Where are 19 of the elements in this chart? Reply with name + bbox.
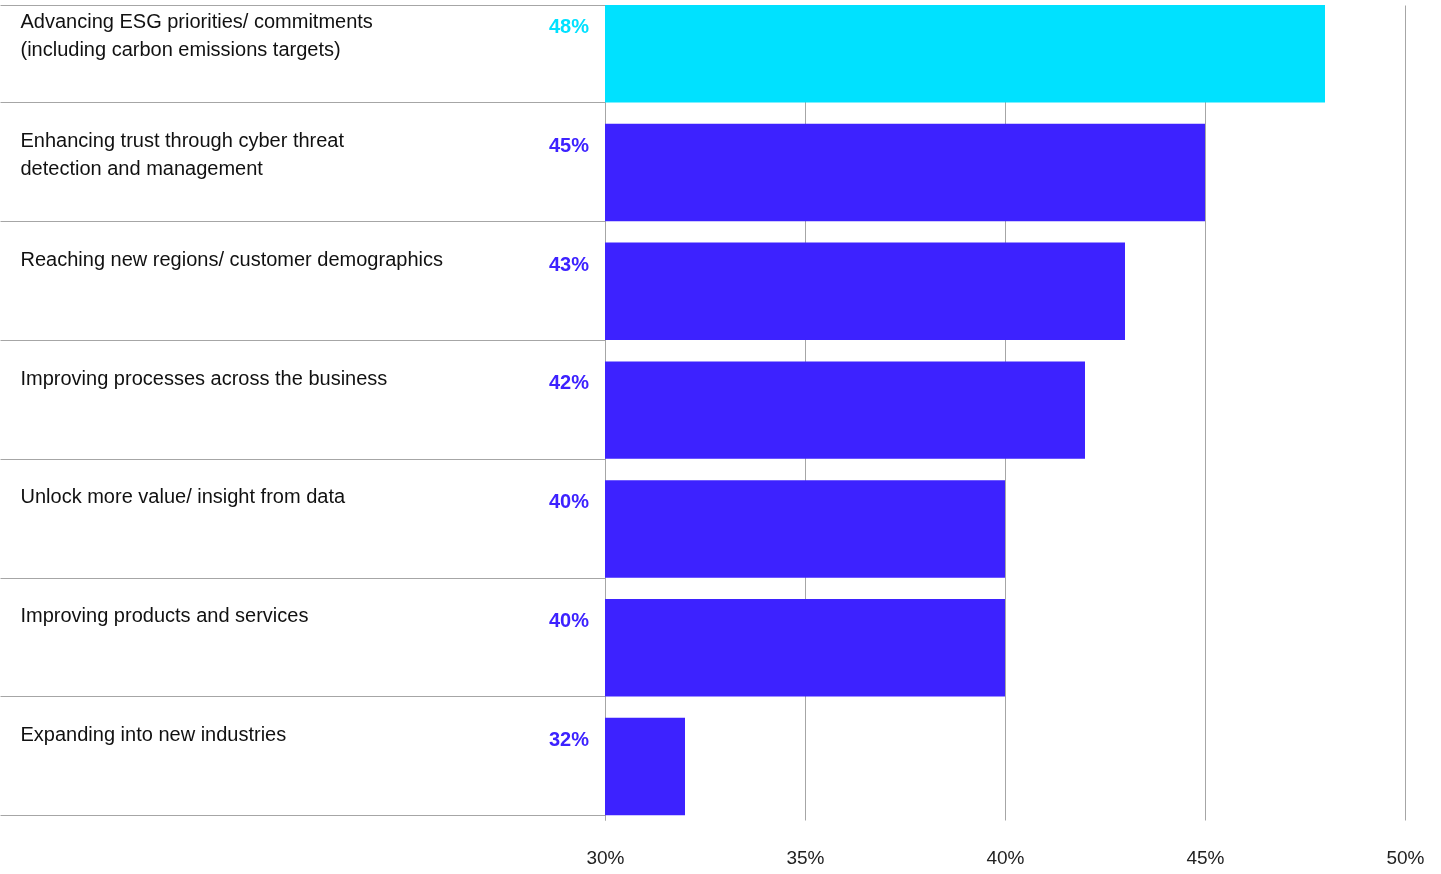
y-tick-label: Reaching new regions/ customer demographics xyxy=(20,247,443,270)
x-tick-label: 40% xyxy=(986,846,1025,868)
y-tick-label: Improving products and services xyxy=(20,604,309,627)
data-label: 42% xyxy=(548,371,590,394)
y-tick-label: Expanding into new industries xyxy=(20,723,287,746)
data-label: 40% xyxy=(548,609,590,632)
data-label: 32% xyxy=(548,727,590,750)
x-tick-label: 45% xyxy=(1186,846,1225,868)
y-tick-label: Enhancing trust through cyber threat detection and management xyxy=(20,129,345,180)
data-label: 43% xyxy=(548,252,590,275)
data-label: 48% xyxy=(548,15,590,37)
x-tick-label: 50% xyxy=(1386,846,1425,868)
x-tick-label: 35% xyxy=(786,846,825,868)
y-tick-label: Advancing ESG priorities/ commitments (including carbon emissions targets) xyxy=(20,10,373,61)
y-tick-label: Improving processes across the business xyxy=(20,366,388,389)
data-label: 45% xyxy=(548,133,590,156)
x-tick-label: 30% xyxy=(586,846,625,868)
y-tick-label: Unlock more value/ insight from data xyxy=(20,485,346,508)
data-label: 40% xyxy=(548,490,590,513)
